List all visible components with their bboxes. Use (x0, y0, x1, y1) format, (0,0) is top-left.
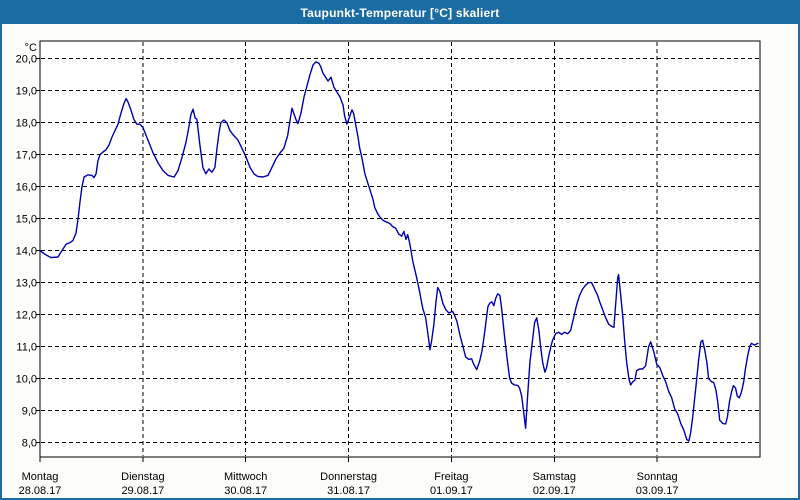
y-tick-label: 14,0 (16, 246, 37, 258)
y-tick-label: 20,0 (16, 54, 37, 66)
day-name-label: Sonntag (637, 471, 678, 483)
y-axis-unit-label: °C (25, 42, 37, 54)
y-tick-label: 15,0 (16, 214, 37, 226)
y-tick-label: 17,0 (16, 150, 37, 162)
day-name-label: Montag (22, 471, 59, 483)
window-title-bar: Taupunkt-Temperatur [°C] skaliert (2, 2, 798, 24)
day-date-label: 03.09.17 (636, 485, 679, 497)
y-tick-label: 19,0 (16, 86, 37, 98)
day-date-label: 31.08.17 (327, 485, 370, 497)
series-line (39, 61, 759, 442)
y-tick-label: 10,0 (16, 374, 37, 386)
day-name-label: Samstag (533, 471, 576, 483)
y-tick-label: 9,0 (22, 406, 37, 418)
plot-area (39, 40, 761, 458)
day-name-label: Mittwoch (224, 471, 267, 483)
y-tick-label: 8,0 (22, 438, 37, 450)
y-tick-label: 12,0 (16, 310, 37, 322)
day-date-label: 01.09.17 (430, 485, 473, 497)
day-date-label: 30.08.17 (224, 485, 267, 497)
day-name-label: Dienstag (121, 471, 164, 483)
day-name-label: Freitag (434, 471, 468, 483)
day-date-label: 02.09.17 (533, 485, 576, 497)
day-date-label: 29.08.17 (121, 485, 164, 497)
y-tick-label: 13,0 (16, 278, 37, 290)
day-name-label: Donnerstag (320, 471, 377, 483)
y-tick-label: 18,0 (16, 118, 37, 130)
y-tick-label: 11,0 (16, 342, 37, 354)
y-tick-label: 16,0 (16, 182, 37, 194)
window-title: Taupunkt-Temperatur [°C] skaliert (300, 6, 500, 20)
day-date-label: 28.08.17 (19, 485, 62, 497)
